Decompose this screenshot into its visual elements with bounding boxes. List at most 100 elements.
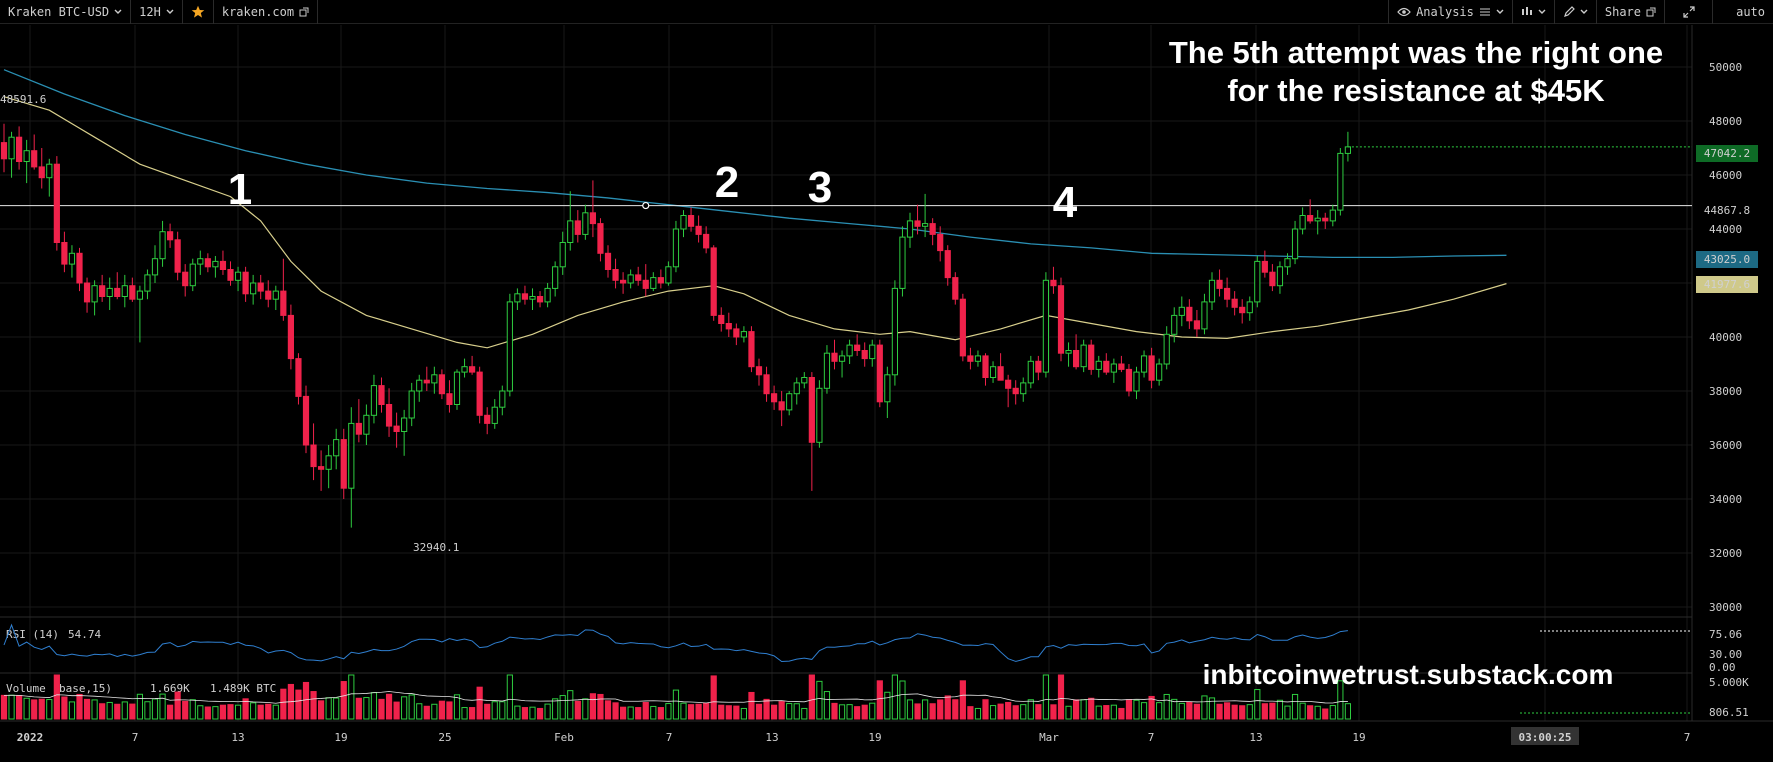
- volume-bar: [1193, 703, 1201, 720]
- volume-bar: [280, 688, 287, 720]
- candle-body: [1344, 146, 1352, 154]
- candle-body: [529, 296, 536, 300]
- volume-bar: [83, 698, 91, 720]
- candle-body: [333, 439, 340, 457]
- volume-bar: [476, 686, 483, 720]
- time-axis[interactable]: 2022 7 13 19 25 Feb 7 13 19 Mar 7 13 19 03:00:25 7: [17, 727, 1691, 745]
- volume-bar: [854, 706, 861, 720]
- volume-bar: [355, 697, 362, 720]
- volume-bar: [121, 701, 128, 720]
- candle-body: [665, 266, 672, 284]
- star-icon: [191, 5, 205, 18]
- volume-bar: [1246, 704, 1253, 720]
- auto-label: auto: [1736, 4, 1765, 19]
- volume-bar: [1307, 705, 1314, 720]
- candle-body: [1261, 260, 1268, 273]
- candle-body: [287, 314, 294, 360]
- candle-body: [280, 290, 287, 316]
- candle-body: [1178, 306, 1185, 316]
- volume-bar: [1276, 699, 1284, 720]
- volume-tick-2: 806.51: [1709, 706, 1749, 719]
- candle-body: [1148, 355, 1155, 381]
- auto-scale-button[interactable]: auto: [1713, 0, 1773, 24]
- symbol-selector[interactable]: Kraken BTC-USD: [0, 0, 132, 24]
- volume-bar: [710, 675, 717, 720]
- candle-body: [8, 136, 15, 160]
- candle-body: [1027, 360, 1034, 384]
- candle-body: [491, 406, 498, 424]
- candle-body: [1231, 298, 1238, 308]
- candle-body: [1156, 363, 1163, 381]
- volume-bar: [99, 703, 106, 720]
- candle-body: [1329, 209, 1336, 222]
- candle-body: [212, 260, 219, 268]
- ma-blue-line: [3, 69, 1507, 259]
- candle-body: [650, 277, 657, 289]
- volume-bar: [61, 696, 68, 720]
- candle-body: [83, 282, 91, 303]
- volume-bar: [831, 702, 838, 720]
- candle-body: [453, 371, 461, 406]
- volume-bar: [1261, 703, 1268, 720]
- analysis-button[interactable]: Analysis: [1388, 0, 1513, 24]
- volume-bar: [997, 703, 1004, 720]
- chart-area[interactable]: 48591.6 32940.1 1 2 3 4 The 5th attempt …: [0, 25, 1773, 762]
- external-link-icon: [299, 7, 309, 16]
- candle-body: [687, 215, 695, 227]
- volume-bar: [703, 702, 710, 720]
- chart-type-button[interactable]: [1513, 0, 1555, 24]
- volume-bar: [438, 700, 445, 720]
- volume-bar: [491, 701, 498, 720]
- candle-body: [378, 385, 385, 406]
- chevron-down-icon: [1580, 9, 1588, 14]
- volume-bar: [272, 704, 279, 720]
- volume-bar: [816, 680, 823, 720]
- candle-body: [891, 287, 898, 376]
- volume-bar: [899, 680, 906, 720]
- volume-bar: [846, 704, 853, 720]
- candle-body: [1103, 360, 1110, 373]
- candle-body: [355, 422, 362, 435]
- candle-body: [1140, 355, 1148, 373]
- share-button[interactable]: Share: [1597, 0, 1665, 24]
- candle-body: [733, 328, 740, 338]
- volume-bar: [318, 700, 325, 720]
- volume-bar: [650, 705, 657, 720]
- favorite-button[interactable]: [183, 0, 214, 24]
- candle-body: [1284, 258, 1291, 268]
- volume-bar: [189, 699, 196, 720]
- candle-body: [1088, 344, 1095, 370]
- rsi-value: 54.74: [68, 628, 101, 641]
- candle-body: [182, 271, 189, 287]
- candle-body: [1337, 152, 1344, 211]
- volume-bar: [1088, 697, 1095, 720]
- draw-button[interactable]: [1555, 0, 1597, 24]
- volume-bar: [265, 703, 272, 720]
- candle-body: [1095, 360, 1102, 370]
- analysis-label: Analysis: [1416, 4, 1474, 19]
- volume-bar: [1208, 697, 1216, 720]
- volume-bar: [1163, 693, 1170, 720]
- candle-body: [438, 374, 445, 395]
- candle-body: [68, 252, 76, 265]
- candle-body: [416, 379, 423, 392]
- volume-bar: [506, 674, 513, 720]
- volume-bar: [129, 703, 136, 720]
- price-axis[interactable]: 5000048000460004400042000400003800036000…: [1709, 61, 1742, 614]
- interval-selector[interactable]: 12H: [131, 0, 183, 24]
- price-tick: 36000: [1709, 439, 1742, 452]
- candle-body: [597, 223, 604, 254]
- candle-body: [121, 285, 128, 298]
- attempt-2-label: 2: [715, 158, 739, 207]
- site-link[interactable]: kraken.com: [214, 0, 319, 24]
- candle-body: [1201, 301, 1208, 330]
- candle-body: [861, 350, 868, 360]
- candle-body: [718, 314, 725, 324]
- candle-body: [106, 287, 113, 297]
- candle-body: [340, 439, 347, 489]
- price-tick: 38000: [1709, 385, 1742, 398]
- volume-bar: [234, 704, 242, 720]
- candle-body: [1020, 382, 1027, 395]
- candle-body: [1193, 320, 1201, 330]
- fullscreen-button[interactable]: [1665, 0, 1713, 24]
